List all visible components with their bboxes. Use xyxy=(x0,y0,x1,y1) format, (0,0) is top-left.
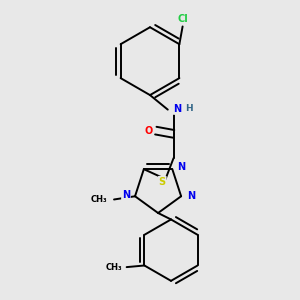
Text: N: N xyxy=(177,162,185,172)
Text: CH₃: CH₃ xyxy=(105,262,122,272)
Text: N: N xyxy=(122,190,130,200)
Text: CH₃: CH₃ xyxy=(90,195,107,204)
Text: O: O xyxy=(145,126,153,136)
Text: S: S xyxy=(159,177,166,187)
Text: Cl: Cl xyxy=(177,14,188,24)
Text: N: N xyxy=(174,104,182,114)
Text: H: H xyxy=(185,104,193,113)
Text: N: N xyxy=(187,191,195,201)
